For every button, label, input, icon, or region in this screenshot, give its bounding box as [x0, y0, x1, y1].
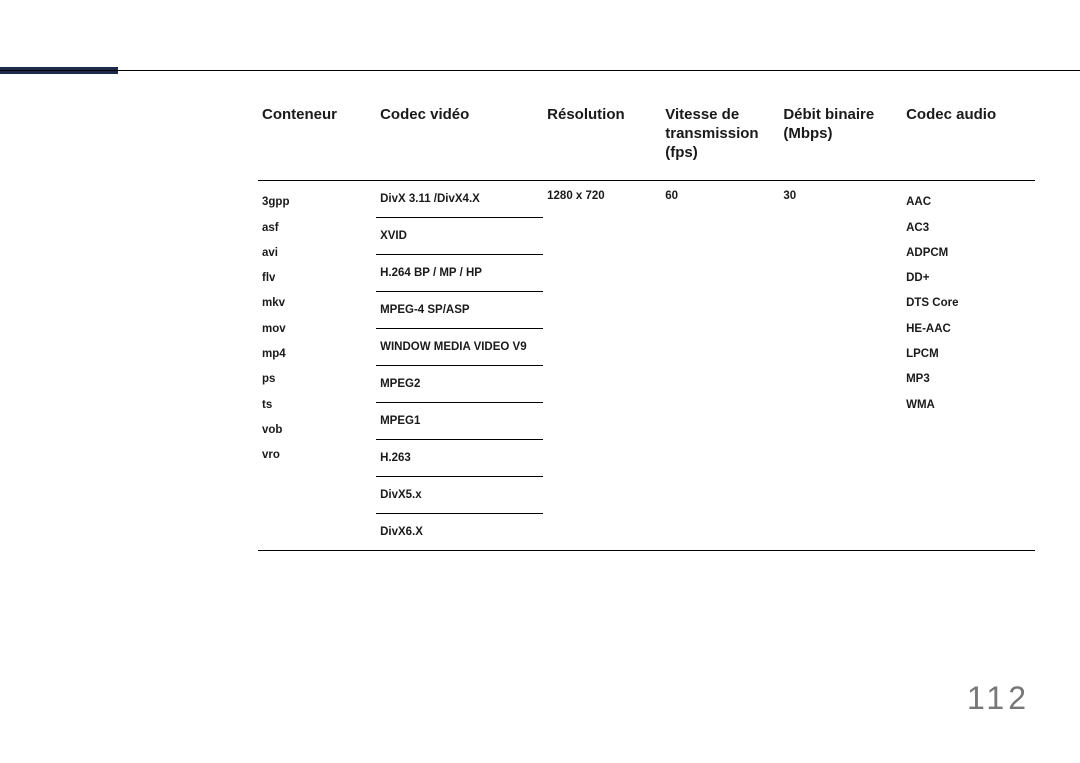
- header-resolution: Résolution: [543, 100, 661, 181]
- audio-codec-item: AAC: [906, 190, 1031, 215]
- video-codec-item: H.263: [376, 440, 543, 477]
- table-header-row: Conteneur Codec vidéo Résolution Vitesse…: [258, 100, 1035, 181]
- header-bitrate: Débit binaire (Mbps): [779, 100, 902, 181]
- page-number: 112: [967, 680, 1030, 717]
- resolution-value: 1280 x 720: [543, 181, 661, 214]
- audio-codec-item: DD+: [906, 266, 1031, 291]
- video-codec-item: H.264 BP / MP / HP: [376, 255, 543, 292]
- video-codec-item: MPEG-4 SP/ASP: [376, 292, 543, 329]
- container-item: mov: [262, 317, 372, 342]
- video-codec-item: DivX 3.11 /DivX4.X: [376, 181, 543, 218]
- cell-containers: 3gpp asf avi flv mkv mov mp4 ps ts vob v…: [258, 181, 376, 551]
- video-codec-item: WINDOW MEDIA VIDEO V9: [376, 329, 543, 366]
- header-framerate: Vitesse de transmission (fps): [661, 100, 779, 181]
- container-item: mp4: [262, 342, 372, 367]
- audio-codec-item: AC3: [906, 216, 1031, 241]
- bitrate-value: 30: [779, 181, 902, 214]
- audio-codec-item: WMA: [906, 393, 1031, 418]
- container-item: vob: [262, 418, 372, 443]
- codec-spec-table: Conteneur Codec vidéo Résolution Vitesse…: [258, 100, 1035, 551]
- audio-codec-item: MP3: [906, 367, 1031, 392]
- table-data-row: 3gpp asf avi flv mkv mov mp4 ps ts vob v…: [258, 181, 1035, 551]
- audio-codec-list: AAC AC3 ADPCM DD+ DTS Core HE-AAC LPCM M…: [902, 181, 1035, 430]
- audio-codec-item: LPCM: [906, 342, 1031, 367]
- container-item: ts: [262, 393, 372, 418]
- audio-codec-item: ADPCM: [906, 241, 1031, 266]
- container-item: 3gpp: [262, 190, 372, 215]
- video-codec-subtable: DivX 3.11 /DivX4.X XVID H.264 BP / MP / …: [376, 181, 543, 550]
- video-codec-item: DivX6.X: [376, 514, 543, 551]
- cell-resolution: 1280 x 720: [543, 181, 661, 551]
- container-item: avi: [262, 241, 372, 266]
- header-audio-codec: Codec audio: [902, 100, 1035, 181]
- container-item: asf: [262, 216, 372, 241]
- cell-video-codecs: DivX 3.11 /DivX4.X XVID H.264 BP / MP / …: [376, 181, 543, 551]
- video-codec-item: MPEG1: [376, 403, 543, 440]
- container-item: ps: [262, 367, 372, 392]
- container-item: vro: [262, 443, 372, 468]
- cell-bitrate: 30: [779, 181, 902, 551]
- header-video-codec: Codec vidéo: [376, 100, 543, 181]
- cell-framerate: 60: [661, 181, 779, 551]
- container-item: flv: [262, 266, 372, 291]
- audio-codec-item: HE-AAC: [906, 317, 1031, 342]
- audio-codec-item: DTS Core: [906, 291, 1031, 316]
- cell-audio-codecs: AAC AC3 ADPCM DD+ DTS Core HE-AAC LPCM M…: [902, 181, 1035, 551]
- container-item: mkv: [262, 291, 372, 316]
- top-rule: [0, 70, 1080, 71]
- video-codec-item: MPEG2: [376, 366, 543, 403]
- header-container: Conteneur: [258, 100, 376, 181]
- content-area: Conteneur Codec vidéo Résolution Vitesse…: [258, 100, 1035, 551]
- container-list: 3gpp asf avi flv mkv mov mp4 ps ts vob v…: [258, 181, 376, 480]
- framerate-value: 60: [661, 181, 779, 214]
- video-codec-item: XVID: [376, 218, 543, 255]
- video-codec-item: DivX5.x: [376, 477, 543, 514]
